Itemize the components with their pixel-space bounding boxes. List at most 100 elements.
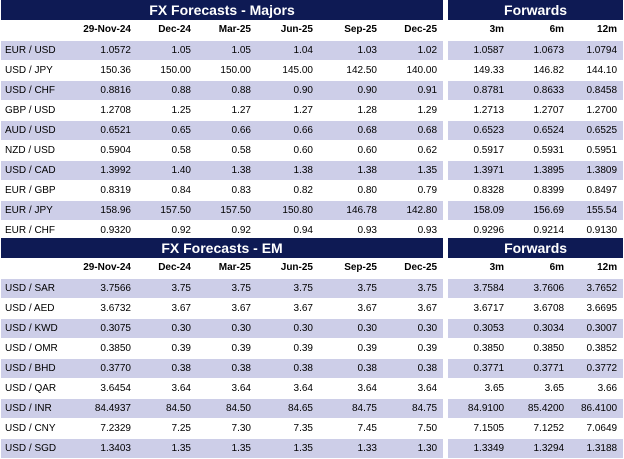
table-row: AUD / USD 0.6521 0.65 0.66 0.66 0.68 0.68 0.652… <box>1 120 624 140</box>
forward-value: 1.0673 <box>510 40 571 60</box>
currency-pair: USD / BHD <box>1 358 75 378</box>
forward-value: 158.09 <box>448 200 511 220</box>
forecast-value: 0.66 <box>257 120 319 140</box>
column-gap <box>443 80 449 100</box>
forward-value: 1.3971 <box>448 160 511 180</box>
forecast-value: 1.38 <box>257 160 319 180</box>
forward-value: 3.66 <box>570 378 624 398</box>
forecast-value: 84.75 <box>319 398 383 418</box>
forecast-value: 0.88 <box>137 80 197 100</box>
column-gap <box>443 20 449 40</box>
forward-value: 7.1252 <box>510 418 571 438</box>
currency-pair: NZD / USD <box>1 140 75 160</box>
forward-value: 0.6525 <box>570 120 624 140</box>
column-gap <box>443 398 449 418</box>
forecast-value: 0.8319 <box>75 180 137 200</box>
forecast-value: 0.60 <box>319 140 383 160</box>
forecast-value: 0.39 <box>319 338 383 358</box>
forecast-value: 0.91 <box>383 80 444 100</box>
em-forwards-title: Forwards <box>448 238 624 258</box>
column-header: Dec-24 <box>137 258 197 278</box>
forecast-value: 1.05 <box>137 40 197 60</box>
forecast-value: 3.67 <box>137 298 197 318</box>
column-header: Jun-25 <box>257 20 319 40</box>
forward-value: 0.5931 <box>510 140 571 160</box>
forecast-value: 3.64 <box>137 378 197 398</box>
forecast-value: 84.65 <box>257 398 319 418</box>
column-header: Sep-25 <box>319 258 383 278</box>
forecast-value: 0.38 <box>137 358 197 378</box>
table-row: USD / BHD 0.3770 0.38 0.38 0.38 0.38 0.38 0.377… <box>1 358 624 378</box>
forecast-value: 150.00 <box>197 60 257 80</box>
forecast-value: 1.40 <box>137 160 197 180</box>
pair-header-blank <box>1 258 75 278</box>
forecast-value: 0.82 <box>257 180 319 200</box>
forward-value: 3.6717 <box>448 298 511 318</box>
column-gap <box>443 200 449 220</box>
forecast-value: 150.80 <box>257 200 319 220</box>
forecast-value: 3.64 <box>197 378 257 398</box>
forward-value: 1.3188 <box>570 438 624 458</box>
forward-value: 155.54 <box>570 200 624 220</box>
forecast-value: 0.83 <box>197 180 257 200</box>
currency-pair: USD / SGD <box>1 438 75 458</box>
column-gap <box>443 298 449 318</box>
forward-value: 0.8497 <box>570 180 624 200</box>
forecast-value: 3.75 <box>257 278 319 298</box>
forecast-value: 0.38 <box>257 358 319 378</box>
table-row: USD / OMR 0.3850 0.39 0.39 0.39 0.39 0.39 0.385… <box>1 338 624 358</box>
forecast-value: 1.0572 <box>75 40 137 60</box>
forward-value: 3.7606 <box>510 278 571 298</box>
forward-value: 1.3349 <box>448 438 511 458</box>
forward-value: 0.3852 <box>570 338 624 358</box>
forecast-value: 0.39 <box>197 338 257 358</box>
column-header: Mar-25 <box>197 258 257 278</box>
currency-pair: USD / INR <box>1 398 75 418</box>
forecast-value: 84.75 <box>383 398 444 418</box>
forward-value: 0.3771 <box>448 358 511 378</box>
majors-title: FX Forecasts - Majors <box>1 0 444 20</box>
forward-value: 85.4200 <box>510 398 571 418</box>
currency-pair: AUD / USD <box>1 120 75 140</box>
currency-pair: EUR / CHF <box>1 220 75 240</box>
forecast-value: 146.78 <box>319 200 383 220</box>
forward-header: 3m <box>448 258 511 278</box>
table-row: EUR / USD 1.0572 1.05 1.05 1.04 1.03 1.02 1.058… <box>1 40 624 60</box>
forward-value: 1.0794 <box>570 40 624 60</box>
forward-value: 0.3771 <box>510 358 571 378</box>
forecast-value: 1.3403 <box>75 438 137 458</box>
forecast-value: 0.30 <box>257 318 319 338</box>
table-row: USD / AED 3.6732 3.67 3.67 3.67 3.67 3.67 3.671… <box>1 298 624 318</box>
forward-value: 0.3850 <box>448 338 511 358</box>
column-gap <box>443 278 449 298</box>
forecast-value: 3.75 <box>197 278 257 298</box>
forecast-value: 0.30 <box>137 318 197 338</box>
forecast-value: 1.35 <box>257 438 319 458</box>
forecast-value: 0.66 <box>197 120 257 140</box>
column-gap <box>443 120 449 140</box>
em-table-block: FX Forecasts - EM Forwards 29-Nov-24 Dec… <box>1 238 624 458</box>
table-row: EUR / JPY 158.96 157.50 157.50 150.80 146.78 1… <box>1 200 624 220</box>
table-row: NZD / USD 0.5904 0.58 0.58 0.60 0.60 0.62 0.591… <box>1 140 624 160</box>
em-title: FX Forecasts - EM <box>1 238 444 258</box>
currency-pair: USD / SAR <box>1 278 75 298</box>
forecast-value: 1.35 <box>137 438 197 458</box>
currency-pair: USD / OMR <box>1 338 75 358</box>
forecast-value: 0.3770 <box>75 358 137 378</box>
forecast-value: 84.4937 <box>75 398 137 418</box>
forward-value: 0.9130 <box>570 220 624 240</box>
column-header: Mar-25 <box>197 20 257 40</box>
forward-value: 0.3034 <box>510 318 571 338</box>
column-gap <box>443 338 449 358</box>
forecast-value: 142.80 <box>383 200 444 220</box>
forecast-value: 84.50 <box>137 398 197 418</box>
forecast-value: 0.60 <box>257 140 319 160</box>
forecast-value: 0.79 <box>383 180 444 200</box>
forecast-value: 0.58 <box>137 140 197 160</box>
forecast-value: 0.92 <box>137 220 197 240</box>
forward-value: 0.5917 <box>448 140 511 160</box>
forward-value: 0.5951 <box>570 140 624 160</box>
forward-value: 0.3772 <box>570 358 624 378</box>
forecast-value: 0.93 <box>319 220 383 240</box>
forecast-value: 1.27 <box>197 100 257 120</box>
